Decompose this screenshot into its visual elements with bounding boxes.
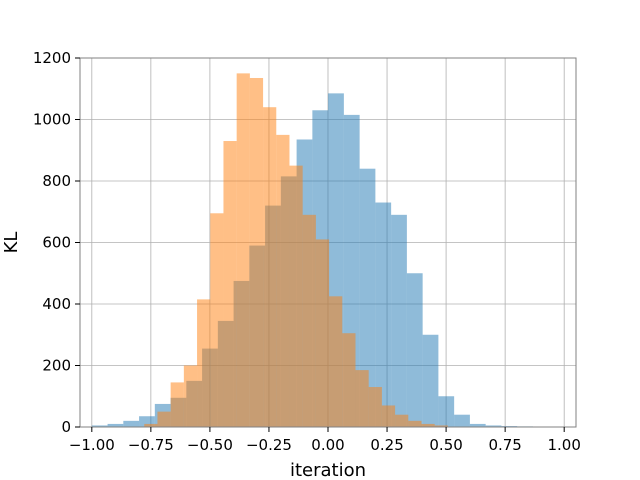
histogram-bar-series-2 <box>355 370 369 427</box>
x-axis-label: iteration <box>290 460 366 480</box>
histogram-bar-series-2 <box>421 423 435 427</box>
histogram-bar-series-2 <box>276 134 290 427</box>
histogram-bar-series-2 <box>289 165 303 427</box>
histogram-bar-series-1 <box>438 396 455 427</box>
x-tick-label: 0.50 <box>429 436 462 454</box>
histogram-bars <box>91 73 549 428</box>
histogram-bar-series-2 <box>263 107 277 427</box>
histogram-bar-series-2 <box>210 213 224 427</box>
histogram-bar-series-2 <box>157 411 171 427</box>
y-tick-label: 400 <box>42 295 71 313</box>
histogram-bar-series-1 <box>375 202 392 427</box>
histogram-bar-series-2 <box>197 299 211 427</box>
histogram-bar-series-1 <box>406 273 423 427</box>
y-axis-label: KL <box>1 232 22 254</box>
histogram-bar-series-2 <box>144 423 158 427</box>
axis-ticks: −1.00 −0.75 −0.50 −0.25 0.00 0.25 0.50 0.75 1.00… <box>33 49 581 454</box>
histogram-bar-series-2 <box>408 420 422 427</box>
histogram-bar-series-1 <box>469 423 486 427</box>
histogram-bar-series-1 <box>123 420 140 427</box>
histogram-bar-series-2 <box>368 387 382 427</box>
histogram-bar-series-2 <box>249 77 264 428</box>
y-tick-label: 1000 <box>33 111 71 129</box>
histogram-bar-series-2 <box>236 73 250 427</box>
histogram-bar-series-1 <box>391 214 407 427</box>
x-tick-label: −0.50 <box>187 436 233 454</box>
histogram-bar-series-2 <box>223 141 237 427</box>
histogram-bar-series-1 <box>454 414 470 427</box>
y-tick-label: 0 <box>61 418 71 436</box>
histogram-bar-series-2 <box>315 239 330 427</box>
y-tick-label: 1200 <box>33 49 71 67</box>
histogram-bar-series-1 <box>139 416 155 427</box>
histogram-bar-series-2 <box>329 296 343 427</box>
histogram-bar-series-2 <box>342 333 356 427</box>
histogram-bar-series-2 <box>170 382 184 427</box>
x-tick-label: 0.75 <box>488 436 521 454</box>
histogram-bar-series-1 <box>359 168 376 427</box>
histogram-bar-series-2 <box>395 414 409 427</box>
x-tick-label: −1.00 <box>69 436 115 454</box>
x-tick-label: 1.00 <box>547 436 580 454</box>
histogram-bar-series-2 <box>183 365 198 427</box>
histogram-bar-series-1 <box>91 425 108 427</box>
y-tick-label: 800 <box>42 172 71 190</box>
histogram-bar-series-1 <box>107 423 124 427</box>
histogram-bar-series-2 <box>434 425 448 427</box>
x-tick-label: −0.25 <box>246 436 292 454</box>
y-tick-label: 200 <box>42 357 71 375</box>
x-tick-label: −0.75 <box>128 436 174 454</box>
histogram-bar-series-2 <box>381 405 396 427</box>
y-tick-label: 600 <box>42 234 71 252</box>
histogram-bar-series-2 <box>302 214 316 427</box>
x-tick-label: 0.25 <box>370 436 403 454</box>
x-tick-label: 0.00 <box>311 436 344 454</box>
histogram-bar-series-1 <box>422 334 439 427</box>
histogram-bar-series-1 <box>485 425 502 427</box>
